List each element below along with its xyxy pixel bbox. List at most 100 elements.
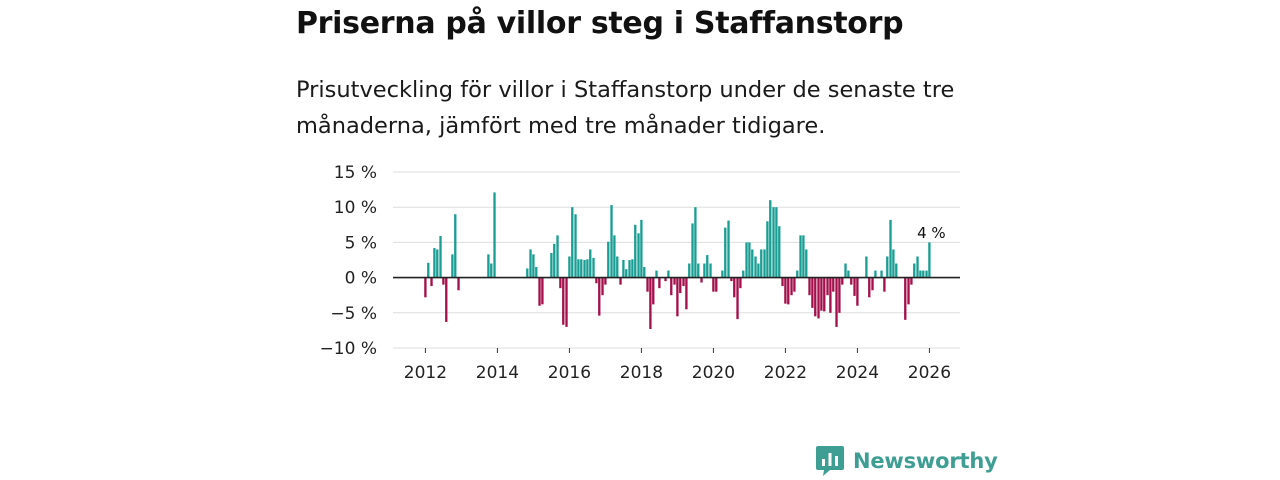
bar-positive — [577, 259, 580, 278]
bar-negative — [850, 277, 853, 285]
bar-positive — [643, 267, 646, 278]
brand-logo[interactable]: Newsworthy — [815, 444, 998, 478]
bar-negative — [700, 277, 703, 283]
bar-positive — [745, 242, 748, 278]
bar-negative — [733, 277, 736, 298]
bar-positive — [631, 259, 634, 278]
bar-positive — [454, 214, 457, 278]
bar-positive — [763, 249, 766, 278]
bar-series — [424, 192, 931, 329]
bar-positive — [916, 256, 919, 278]
bar-positive — [589, 249, 592, 278]
bar-negative — [820, 277, 823, 311]
bar-positive — [772, 207, 775, 278]
y-axis: 15 % 10 % 5 % 0 % −5 % −10 % — [320, 163, 377, 359]
bar-negative — [823, 277, 826, 312]
bar-positive — [805, 249, 808, 278]
bar-positive — [436, 249, 439, 278]
bar-negative — [787, 277, 790, 305]
bar-negative — [559, 277, 562, 289]
bar-negative — [652, 277, 655, 305]
bar-positive — [529, 249, 532, 278]
bar-positive — [886, 256, 889, 278]
chart-subtitle: Prisutveckling för villor i Staffanstorp… — [296, 77, 955, 139]
bar-positive — [913, 263, 916, 278]
bar-positive — [922, 270, 925, 278]
bar-positive — [742, 270, 745, 278]
bar-positive — [919, 270, 922, 278]
bar-positive — [574, 214, 577, 278]
bar-negative — [841, 277, 844, 285]
bar-positive — [754, 256, 757, 278]
gridlines — [393, 171, 960, 349]
bar-positive — [889, 219, 892, 278]
x-tick-label: 2022 — [764, 363, 807, 383]
bar-negative — [814, 277, 817, 317]
y-tick-label: 10 % — [334, 198, 377, 218]
bar-negative — [442, 277, 445, 285]
bar-positive — [610, 205, 613, 278]
bar-positive — [640, 219, 643, 278]
bar-chart-logo-icon — [816, 446, 844, 476]
bar-positive — [556, 235, 559, 278]
bar-positive — [694, 207, 697, 278]
bar-positive — [847, 270, 850, 278]
bar-positive — [487, 254, 490, 278]
bar-positive — [568, 256, 571, 278]
x-tick-label: 2026 — [908, 363, 951, 383]
bar-positive — [628, 260, 631, 278]
bar-negative — [781, 277, 784, 287]
bar-negative — [673, 277, 676, 285]
bar-positive — [580, 259, 583, 278]
bar-negative — [730, 277, 733, 282]
y-tick-label: −5 % — [330, 304, 377, 324]
x-tick-label: 2024 — [836, 363, 879, 383]
bar-negative — [883, 277, 886, 292]
bar-negative — [853, 277, 856, 296]
bar-negative — [826, 277, 829, 296]
bar-negative — [601, 277, 604, 296]
x-axis: 2012 2014 2016 2018 2020 2022 2024 2026 — [404, 348, 951, 383]
bar-negative — [907, 277, 910, 305]
bar-positive — [691, 223, 694, 278]
bar-negative — [868, 277, 871, 298]
bar-negative — [430, 277, 433, 287]
bar-positive — [724, 227, 727, 278]
bar-positive — [709, 263, 712, 278]
bar-positive — [880, 270, 883, 278]
bar-negative — [784, 277, 787, 304]
bar-negative — [646, 277, 649, 292]
annotation-label: 4 % — [917, 224, 946, 242]
bar-positive — [451, 254, 454, 278]
bar-positive — [760, 249, 763, 278]
bar-positive — [667, 270, 670, 278]
bar-negative — [670, 277, 673, 296]
chart-title: Priserna på villor steg i Staffanstorp — [296, 6, 904, 41]
bar-positive — [493, 192, 496, 278]
bar-negative — [871, 277, 874, 291]
bar-positive — [622, 260, 625, 278]
bar-negative — [676, 277, 679, 317]
bar-positive — [439, 236, 442, 278]
bar-positive — [895, 263, 898, 278]
bar-positive — [751, 249, 754, 278]
bar-negative — [565, 277, 568, 327]
bar-positive — [844, 263, 847, 278]
bar-positive — [703, 263, 706, 278]
bar-negative — [541, 277, 544, 305]
bar-negative — [790, 277, 793, 296]
bar-negative — [619, 277, 622, 285]
bar-positive — [526, 268, 529, 278]
bar-positive — [796, 270, 799, 278]
bar-negative — [664, 277, 667, 282]
bar-positive — [583, 260, 586, 278]
bar-negative — [817, 277, 820, 319]
bar-negative — [910, 277, 913, 285]
bar-positive — [550, 252, 553, 278]
y-tick-label: 0 % — [345, 269, 377, 289]
bar-positive — [490, 263, 493, 278]
bar-negative — [832, 277, 835, 292]
bar-negative — [682, 277, 685, 287]
bar-negative — [712, 277, 715, 292]
bar-positive — [532, 254, 535, 278]
